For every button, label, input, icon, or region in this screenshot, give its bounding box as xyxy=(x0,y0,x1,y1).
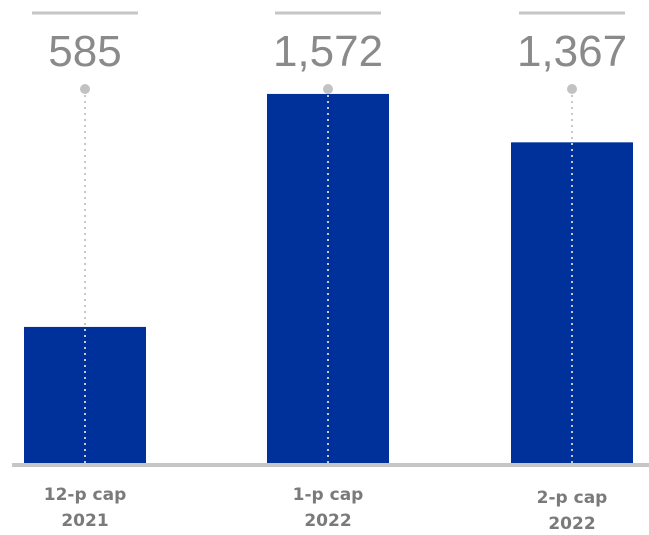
leader-dot-2 xyxy=(323,84,333,94)
leader-dot-3 xyxy=(567,84,577,94)
category-label-2-line-2: 2022 xyxy=(304,511,351,531)
labels-group: 585 12-p cap 2021 1,572 1-p cap 2022 1,367 2-p … xyxy=(32,11,627,534)
category-label-2-line-1: 1-p cap xyxy=(293,485,364,505)
value-label-3: 1,367 xyxy=(517,27,627,76)
category-label-1-line-1: 12-p cap xyxy=(44,485,127,505)
category-label-3-line-1: 2-p cap xyxy=(537,488,608,508)
leader-dot-1 xyxy=(80,84,90,94)
value-label-2: 1,572 xyxy=(273,27,383,76)
category-label-1-line-2: 2021 xyxy=(61,511,108,531)
category-label-3-line-2: 2022 xyxy=(548,514,595,534)
bar-3 xyxy=(511,142,633,465)
value-label-1: 585 xyxy=(48,27,121,76)
